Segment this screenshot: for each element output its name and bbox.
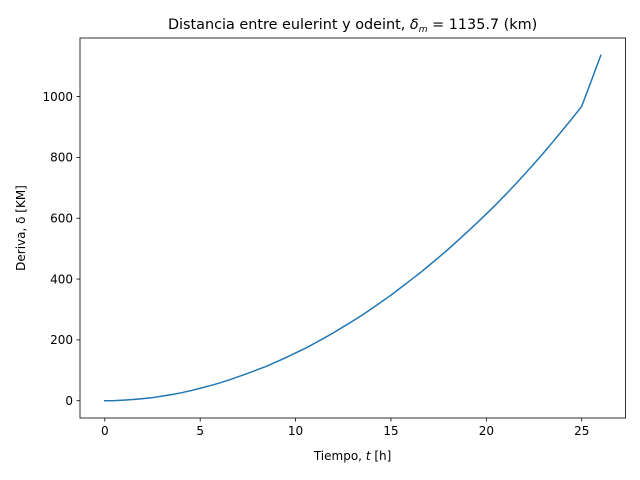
x-tick-label: 15	[383, 424, 398, 438]
y-tick-label: 600	[50, 212, 73, 226]
x-tick-label: 25	[574, 424, 589, 438]
y-tick-label: 400	[50, 272, 73, 286]
y-axis-label: Deriva, δ [KM]	[14, 185, 28, 271]
plot-frame	[79, 37, 626, 419]
plot-area	[79, 37, 626, 419]
x-tick-label: 20	[479, 424, 494, 438]
x-axis-label: Tiempo, t [h]	[313, 449, 391, 463]
y-tick-label: 0	[65, 394, 73, 408]
y-tick-label: 800	[50, 151, 73, 165]
y-tick-label: 200	[50, 333, 73, 347]
x-tick-label: 10	[288, 424, 303, 438]
chart-title: Distancia entre eulerint y odeint, δm = …	[168, 17, 537, 35]
x-tick-label: 5	[196, 424, 204, 438]
series-line-0	[104, 54, 602, 402]
y-axis: 0 200 400 600 800 1000	[42, 90, 80, 408]
x-tick-label: 0	[101, 424, 109, 438]
y-tick-label: 1000	[42, 90, 73, 104]
x-axis: 0 5 10 15 20 25	[101, 418, 589, 438]
